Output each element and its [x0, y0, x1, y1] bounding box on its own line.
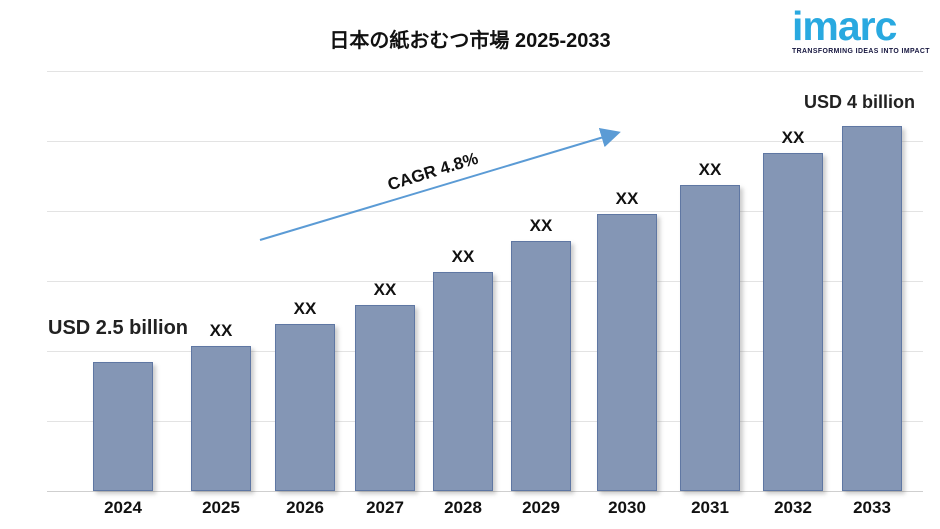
bar-value-label-2027: XX — [373, 280, 397, 299]
bar-2031 — [680, 185, 740, 491]
cagr-label: CAGR 4.8% — [385, 148, 481, 195]
x-axis-label-2025: 2025 — [202, 498, 240, 517]
x-axis-label-2024: 2024 — [104, 498, 142, 517]
x-axis-line — [47, 491, 923, 492]
bar-2029 — [511, 241, 571, 491]
bar-2025 — [191, 346, 251, 491]
bar-value-label-2028: XX — [451, 247, 475, 266]
bar-2024 — [93, 362, 153, 491]
x-axis-label-2026: 2026 — [286, 498, 324, 517]
bar-value-label-2030: XX — [615, 189, 639, 208]
start-value-label: USD 2.5 billion — [48, 317, 189, 339]
bar-value-label-2025: XX — [209, 321, 233, 340]
x-axis-label-2033: 2033 — [853, 498, 891, 517]
gridline — [47, 71, 923, 72]
x-axis-label-2028: 2028 — [444, 498, 482, 517]
end-value-label: USD 4 billion — [803, 92, 915, 112]
bar-value-label-2031: XX — [698, 160, 722, 179]
x-axis-label-2030: 2030 — [608, 498, 646, 517]
bar-value-label-2029: XX — [529, 216, 553, 235]
bar-2033 — [842, 126, 902, 491]
imarc-logo-wordmark: imarc — [792, 3, 897, 49]
chart-title: 日本の紙おむつ市場 2025-2033 — [329, 30, 611, 52]
imarc-logo: imarc TRANSFORMING IDEAS INTO IMPACT — [792, 3, 930, 56]
bar-2030 — [597, 214, 657, 491]
bar-2032 — [763, 153, 823, 491]
bar-value-label-2026: XX — [293, 299, 317, 318]
x-axis-label-2031: 2031 — [691, 498, 729, 517]
x-axis-label-2029: 2029 — [522, 498, 560, 517]
x-axis-label-2027: 2027 — [366, 498, 404, 517]
x-axis-label-2032: 2032 — [774, 498, 812, 517]
bar-2026 — [275, 324, 335, 491]
plot-area: 2024 XX 2025 XX 2026 XX 2027 XX 2028 XX 2029 XX 2030… — [47, 71, 923, 517]
bar-value-label-2032: XX — [781, 128, 805, 147]
bar-2027 — [355, 305, 415, 491]
imarc-logo-tagline: TRANSFORMING IDEAS INTO IMPACT — [792, 48, 930, 55]
bar-2028 — [433, 272, 493, 491]
